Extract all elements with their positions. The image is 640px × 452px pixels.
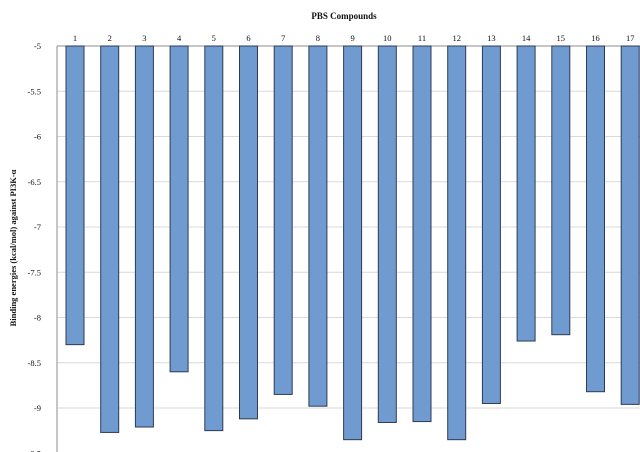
bar-compound-16: [586, 45, 605, 393]
bar-compound-1: [65, 45, 85, 346]
y-tick-label: -5: [34, 41, 41, 51]
x-tick-label: 12: [452, 33, 461, 43]
chart-title: PBS Compounds: [311, 11, 377, 21]
bars: [65, 45, 640, 441]
bar-compound-8: [308, 45, 328, 407]
bar-compound-11: [412, 45, 432, 423]
x-tick-label: 13: [487, 33, 496, 43]
x-tick-label: 6: [246, 33, 250, 43]
x-tick-label: 10: [383, 33, 392, 43]
x-tick-label: 14: [522, 33, 531, 43]
bar-compound-2: [100, 45, 120, 433]
x-tick-label: 15: [557, 33, 566, 43]
bar-compound-4: [169, 45, 189, 373]
x-tick-label: 7: [281, 33, 285, 43]
x-tick-label: 3: [142, 33, 146, 43]
x-tick-label: 16: [591, 33, 600, 43]
bar-compound-3: [134, 45, 154, 428]
bar-compound-15: [551, 45, 571, 336]
y-tick-label: -5.5: [28, 86, 41, 96]
bar-compound-14: [516, 45, 536, 342]
x-tick-label: 8: [316, 33, 320, 43]
x-tick-label: 1: [73, 33, 77, 43]
y-tick-labels: -5 -5.5 -6 -6.5 -7 -7.5 -8 -8.5 -9 -9.5: [28, 41, 41, 452]
bar-compound-12: [447, 45, 467, 441]
x-tick-label: 11: [418, 33, 426, 43]
bar-compound-6: [239, 45, 258, 420]
bar-compound-5: [204, 45, 224, 432]
y-tick-label: -9: [34, 403, 41, 413]
y-tick-label: -6.5: [28, 177, 41, 187]
x-tick-label: 9: [350, 33, 354, 43]
y-tick-label: -7.5: [28, 267, 41, 277]
x-tick-label: 5: [212, 33, 216, 43]
bar-compound-17: [620, 45, 640, 405]
x-tick-label: 4: [177, 33, 182, 43]
y-axis-label: Binding energies (kcal/mol) against PI3K…: [8, 169, 18, 326]
bar-compound-10: [377, 45, 397, 423]
x-tick-label: 2: [108, 33, 112, 43]
y-tick-label: -8: [34, 313, 41, 323]
y-tick-label: -6: [34, 132, 41, 142]
x-tick-labels: 1 2 3 4 5 6 7 8 9 10 11 12 13 14 15 16 17: [73, 33, 635, 43]
y-tick-label: -9.5: [28, 448, 41, 452]
y-tick-label: -7: [34, 222, 41, 232]
bar-compound-7: [273, 45, 293, 395]
bar-compound-9: [343, 45, 363, 441]
y-tick-label: -8.5: [28, 358, 41, 368]
x-tick-label: 17: [626, 33, 635, 43]
bar-compound-13: [481, 45, 501, 404]
